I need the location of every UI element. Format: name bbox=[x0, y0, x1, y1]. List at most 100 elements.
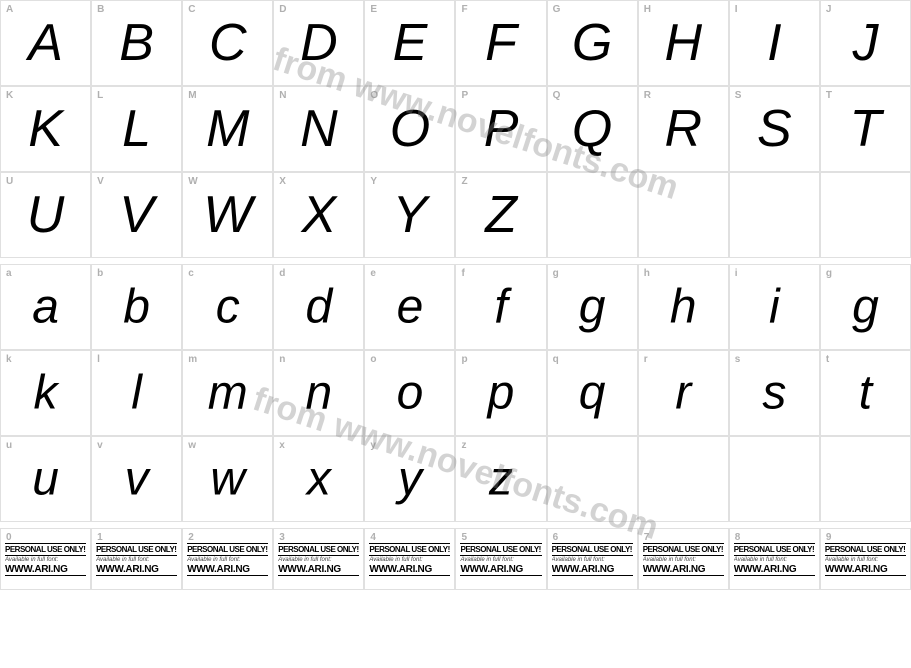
glyph-cell[interactable]: QQ bbox=[547, 86, 638, 172]
glyph-cell[interactable]: hh bbox=[638, 264, 729, 350]
glyph: D bbox=[300, 13, 338, 73]
glyph-cell[interactable]: EE bbox=[364, 0, 455, 86]
glyph-cell[interactable]: GG bbox=[547, 0, 638, 86]
glyph-cell[interactable]: vv bbox=[91, 436, 182, 522]
glyph-cell[interactable]: JJ bbox=[820, 0, 911, 86]
cell-label: W bbox=[188, 176, 197, 187]
glyph-cell[interactable]: zz bbox=[455, 436, 546, 522]
glyph: a bbox=[32, 280, 59, 335]
glyph-cell[interactable]: UU bbox=[0, 172, 91, 258]
glyph-cell[interactable]: ii bbox=[729, 264, 820, 350]
glyph-cell[interactable]: gg bbox=[820, 264, 911, 350]
glyph-cell[interactable]: kk bbox=[0, 350, 91, 436]
glyph-cell[interactable]: VV bbox=[91, 172, 182, 258]
glyph: Q bbox=[572, 99, 612, 159]
glyph: q bbox=[579, 366, 606, 421]
glyph-cell[interactable]: ee bbox=[364, 264, 455, 350]
glyph-cell[interactable]: qq bbox=[547, 350, 638, 436]
glyph-cell[interactable]: ff bbox=[455, 264, 546, 350]
glyph-cell[interactable]: WW bbox=[182, 172, 273, 258]
glyph-cell[interactable] bbox=[638, 172, 729, 258]
number-cell[interactable]: 1PERSONAL USE ONLY!Available in full fon… bbox=[91, 528, 182, 590]
glyph-cell[interactable]: AA bbox=[0, 0, 91, 86]
cell-label: T bbox=[826, 90, 832, 101]
glyph-cell[interactable]: FF bbox=[455, 0, 546, 86]
glyph-cell[interactable]: xx bbox=[273, 436, 364, 522]
glyph-cell[interactable]: YY bbox=[364, 172, 455, 258]
cell-label: H bbox=[644, 4, 651, 15]
glyph-cell[interactable]: HH bbox=[638, 0, 729, 86]
glyph: A bbox=[28, 13, 63, 73]
glyph-cell[interactable]: tt bbox=[820, 350, 911, 436]
glyph-cell[interactable]: RR bbox=[638, 86, 729, 172]
glyph-cell[interactable]: dd bbox=[273, 264, 364, 350]
glyph-cell[interactable] bbox=[547, 172, 638, 258]
glyph-cell[interactable]: PP bbox=[455, 86, 546, 172]
number-cell[interactable]: 4PERSONAL USE ONLY!Available in full fon… bbox=[364, 528, 455, 590]
glyph-cell[interactable]: nn bbox=[273, 350, 364, 436]
personal-line2: Available in full font: bbox=[643, 556, 724, 564]
glyph-cell[interactable]: CC bbox=[182, 0, 273, 86]
glyph-cell[interactable]: OO bbox=[364, 86, 455, 172]
glyph-cell[interactable]: ss bbox=[729, 350, 820, 436]
glyph-cell[interactable]: ZZ bbox=[455, 172, 546, 258]
glyph-cell[interactable]: aa bbox=[0, 264, 91, 350]
glyph-cell[interactable] bbox=[820, 172, 911, 258]
cell-label: a bbox=[6, 268, 12, 279]
number-cell[interactable]: 8PERSONAL USE ONLY!Available in full fon… bbox=[729, 528, 820, 590]
glyph: H bbox=[664, 13, 702, 73]
personal-use-block: PERSONAL USE ONLY!Available in full font… bbox=[96, 543, 177, 576]
number-cell[interactable]: 6PERSONAL USE ONLY!Available in full fon… bbox=[547, 528, 638, 590]
glyph: g bbox=[579, 280, 606, 335]
number-cell[interactable]: 2PERSONAL USE ONLY!Available in full fon… bbox=[182, 528, 273, 590]
glyph-cell[interactable]: rr bbox=[638, 350, 729, 436]
number-cell[interactable]: 0PERSONAL USE ONLY!Available in full fon… bbox=[0, 528, 91, 590]
number-cell[interactable]: 9PERSONAL USE ONLY!Available in full fon… bbox=[820, 528, 911, 590]
personal-line1: PERSONAL USE ONLY! bbox=[278, 543, 359, 556]
glyph-cell[interactable]: DD bbox=[273, 0, 364, 86]
glyph-cell[interactable] bbox=[638, 436, 729, 522]
cell-label: B bbox=[97, 4, 104, 15]
glyph: K bbox=[28, 99, 63, 159]
personal-line1: PERSONAL USE ONLY! bbox=[825, 543, 906, 556]
glyph-cell[interactable] bbox=[820, 436, 911, 522]
glyph-cell[interactable]: NN bbox=[273, 86, 364, 172]
cell-label: D bbox=[279, 4, 286, 15]
glyph-cell[interactable]: MM bbox=[182, 86, 273, 172]
personal-line2: Available in full font: bbox=[187, 556, 268, 564]
glyph-cell[interactable]: SS bbox=[729, 86, 820, 172]
glyph-cell[interactable]: TT bbox=[820, 86, 911, 172]
glyph-cell[interactable]: XX bbox=[273, 172, 364, 258]
cell-label: n bbox=[279, 354, 285, 365]
glyph-cell[interactable]: LL bbox=[91, 86, 182, 172]
number-cell[interactable]: 3PERSONAL USE ONLY!Available in full fon… bbox=[273, 528, 364, 590]
cell-label: 0 bbox=[6, 532, 12, 543]
glyph-cell[interactable]: mm bbox=[182, 350, 273, 436]
cell-label: s bbox=[735, 354, 741, 365]
glyph-cell[interactable]: ww bbox=[182, 436, 273, 522]
glyph-cell[interactable]: oo bbox=[364, 350, 455, 436]
glyph-cell[interactable] bbox=[729, 436, 820, 522]
glyph-cell[interactable]: BB bbox=[91, 0, 182, 86]
personal-line1: PERSONAL USE ONLY! bbox=[460, 543, 541, 556]
glyph-cell[interactable]: yy bbox=[364, 436, 455, 522]
cell-label: 5 bbox=[461, 532, 467, 543]
glyph-cell[interactable]: II bbox=[729, 0, 820, 86]
cell-label: G bbox=[553, 4, 561, 15]
glyph: d bbox=[305, 280, 332, 335]
glyph-cell[interactable]: ll bbox=[91, 350, 182, 436]
glyph-cell[interactable] bbox=[547, 436, 638, 522]
glyph-cell[interactable]: uu bbox=[0, 436, 91, 522]
glyph-cell[interactable]: cc bbox=[182, 264, 273, 350]
number-cell[interactable]: 7PERSONAL USE ONLY!Available in full fon… bbox=[638, 528, 729, 590]
personal-use-block: PERSONAL USE ONLY!Available in full font… bbox=[187, 543, 268, 576]
glyph-cell[interactable]: bb bbox=[91, 264, 182, 350]
number-cell[interactable]: 5PERSONAL USE ONLY!Available in full fon… bbox=[455, 528, 546, 590]
personal-line2: Available in full font: bbox=[278, 556, 359, 564]
glyph-cell[interactable]: KK bbox=[0, 86, 91, 172]
glyph-cell[interactable]: pp bbox=[455, 350, 546, 436]
glyph: w bbox=[210, 452, 245, 507]
glyph-cell[interactable] bbox=[729, 172, 820, 258]
cell-label: Y bbox=[370, 176, 377, 187]
glyph-cell[interactable]: gg bbox=[547, 264, 638, 350]
